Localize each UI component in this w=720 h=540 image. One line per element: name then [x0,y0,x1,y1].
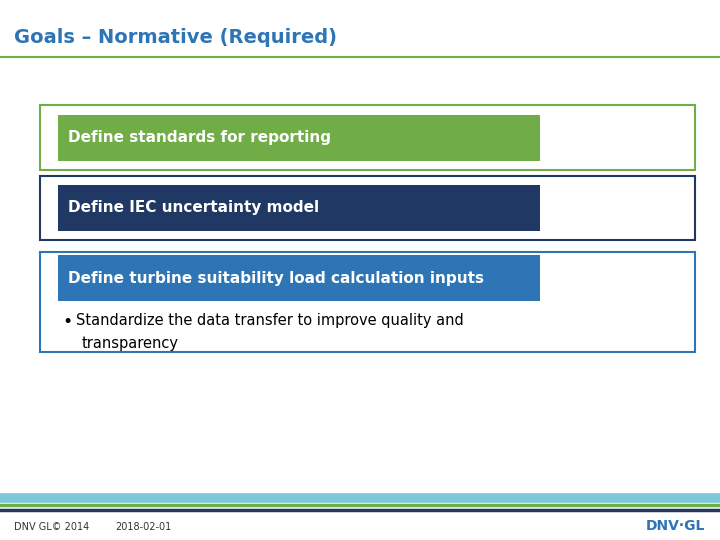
Text: Goals – Normative (Required): Goals – Normative (Required) [14,28,338,48]
Text: Define IEC uncertainty model: Define IEC uncertainty model [68,200,320,215]
Text: transparency: transparency [81,336,179,352]
Text: DNV·GL: DNV·GL [647,519,706,534]
Text: Define turbine suitability load calculation inputs: Define turbine suitability load calculat… [68,271,485,286]
Text: DNV GL© 2014: DNV GL© 2014 [14,522,90,531]
FancyBboxPatch shape [58,115,540,160]
Text: Define standards for reporting: Define standards for reporting [68,130,331,145]
FancyBboxPatch shape [58,185,540,231]
Text: Standardize the data transfer to improve quality and: Standardize the data transfer to improve… [76,313,464,328]
Text: •: • [63,313,73,331]
Text: 2018-02-01: 2018-02-01 [115,522,171,531]
FancyBboxPatch shape [58,255,540,301]
